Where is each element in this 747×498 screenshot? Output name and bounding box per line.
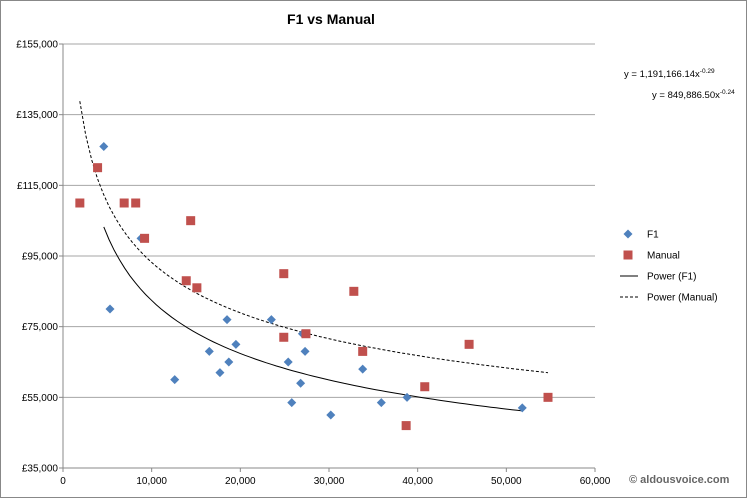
manual-point <box>401 421 411 431</box>
f1-point <box>99 141 109 151</box>
f1-point <box>517 403 527 413</box>
trendline-power-f1 <box>103 226 523 412</box>
manual-point <box>119 198 129 208</box>
f1-point <box>358 364 368 374</box>
equation-text: y = 849,886.50x <box>652 90 720 102</box>
x-tick-label: 10,000 <box>136 476 167 487</box>
f1-point <box>222 315 232 325</box>
trendline-equation-f1: y = 1,191,166.14x-0.29 <box>624 68 715 80</box>
manual-point <box>543 392 553 402</box>
legend-label: Manual <box>647 251 680 262</box>
f1-point <box>105 304 115 314</box>
chart-title: F1 vs Manual <box>287 11 375 27</box>
f1-point <box>231 339 241 349</box>
x-tick-label: 50,000 <box>491 476 522 487</box>
f1-point <box>224 357 234 367</box>
manual-point <box>464 339 474 349</box>
manual-point <box>181 276 191 286</box>
f1-point <box>296 378 306 388</box>
legend-label: Power (Manual) <box>647 293 718 304</box>
x-tick-label: 60,000 <box>580 476 611 487</box>
y-tick-label: £155,000 <box>16 40 58 51</box>
equation-exponent: -0.29 <box>699 68 715 75</box>
y-tick-label: £75,000 <box>22 322 59 333</box>
y-tick-label: £135,000 <box>16 110 58 121</box>
manual-point <box>301 329 311 339</box>
trendline-equation-manual: y = 849,886.50x-0.24 <box>652 89 735 101</box>
f1-point <box>215 368 225 378</box>
manual-point <box>279 332 289 342</box>
f1-point <box>402 392 412 402</box>
manual-point <box>349 286 359 296</box>
manual-point <box>93 163 103 173</box>
manual-point <box>279 269 289 279</box>
y-tick-label: £35,000 <box>22 464 59 475</box>
x-tick-label: 20,000 <box>225 476 256 487</box>
f1-point <box>300 346 310 356</box>
legend-label: F1 <box>647 230 659 241</box>
copyright-text: © aldousvoice.com <box>629 474 730 486</box>
equation-exponent: -0.24 <box>719 89 735 96</box>
y-tick-label: £55,000 <box>22 393 59 404</box>
manual-point <box>75 198 85 208</box>
legend-marker-f1 <box>623 229 633 239</box>
manual-point <box>420 382 430 392</box>
legend-marker-manual <box>623 250 633 260</box>
f1-point <box>266 315 276 325</box>
manual-point <box>186 216 196 226</box>
f1-point <box>204 346 214 356</box>
x-tick-label: 30,000 <box>314 476 345 487</box>
x-tick-label: 40,000 <box>402 476 433 487</box>
equation-text: y = 1,191,166.14x <box>624 69 700 81</box>
y-tick-label: £115,000 <box>17 181 58 192</box>
f1-point <box>283 357 293 367</box>
y-tick-label: £95,000 <box>22 252 59 263</box>
f1-point <box>376 398 386 408</box>
f1-point <box>170 375 180 385</box>
manual-point <box>358 346 368 356</box>
manual-point <box>131 198 141 208</box>
f1-point <box>287 398 297 408</box>
manual-point <box>192 283 202 293</box>
trendline-power-manual <box>79 101 549 374</box>
x-tick-label: 0 <box>60 476 66 487</box>
manual-point <box>140 233 150 243</box>
legend-label: Power (F1) <box>647 272 696 283</box>
f1-point <box>326 410 336 420</box>
